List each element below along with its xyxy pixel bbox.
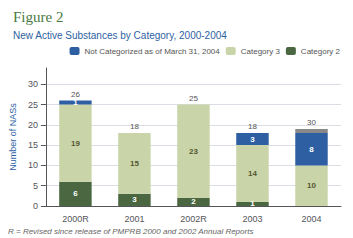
svg-text:Category 3: Category 3 (241, 47, 281, 56)
svg-text:30: 30 (307, 118, 316, 127)
svg-text:1: 1 (73, 98, 78, 107)
svg-text:18: 18 (248, 122, 257, 131)
svg-text:2: 2 (191, 197, 196, 206)
svg-text:10: 10 (307, 181, 316, 190)
svg-text:26: 26 (71, 90, 80, 99)
svg-text:18: 18 (130, 122, 139, 131)
svg-text:Figure 2: Figure 2 (13, 9, 63, 25)
svg-text:2001: 2001 (124, 214, 144, 224)
svg-text:Category 2: Category 2 (301, 47, 341, 56)
svg-text:Number of NASs: Number of NASs (8, 103, 18, 171)
svg-text:Not Categorized as of March 31: Not Categorized as of March 31, 2004 (85, 47, 221, 56)
svg-text:1: 1 (250, 199, 255, 208)
svg-text:3: 3 (132, 195, 137, 204)
svg-text:15: 15 (130, 159, 139, 168)
svg-text:3: 3 (250, 135, 255, 144)
svg-text:2002R: 2002R (180, 214, 207, 224)
svg-text:25: 25 (189, 94, 198, 103)
svg-text:2000R: 2000R (62, 214, 89, 224)
svg-text:14: 14 (248, 169, 257, 178)
svg-text:2003: 2003 (242, 214, 262, 224)
svg-text:19: 19 (71, 139, 80, 148)
svg-text:0: 0 (33, 201, 38, 211)
svg-text:30: 30 (28, 79, 38, 89)
svg-text:2004: 2004 (301, 214, 321, 224)
svg-text:20: 20 (28, 120, 38, 130)
svg-text:8: 8 (309, 145, 314, 154)
svg-text:5: 5 (33, 181, 38, 191)
svg-text:15: 15 (28, 140, 38, 150)
svg-text:R = Revised since release of P: R = Revised since release of PMPRB 2000 … (8, 227, 253, 236)
svg-text:10: 10 (28, 160, 38, 170)
svg-text:23: 23 (189, 147, 198, 156)
svg-text:25: 25 (28, 100, 38, 110)
svg-text:New Active Substances by Categ: New Active Substances by Category, 2000-… (13, 30, 227, 41)
svg-text:6: 6 (73, 189, 78, 198)
